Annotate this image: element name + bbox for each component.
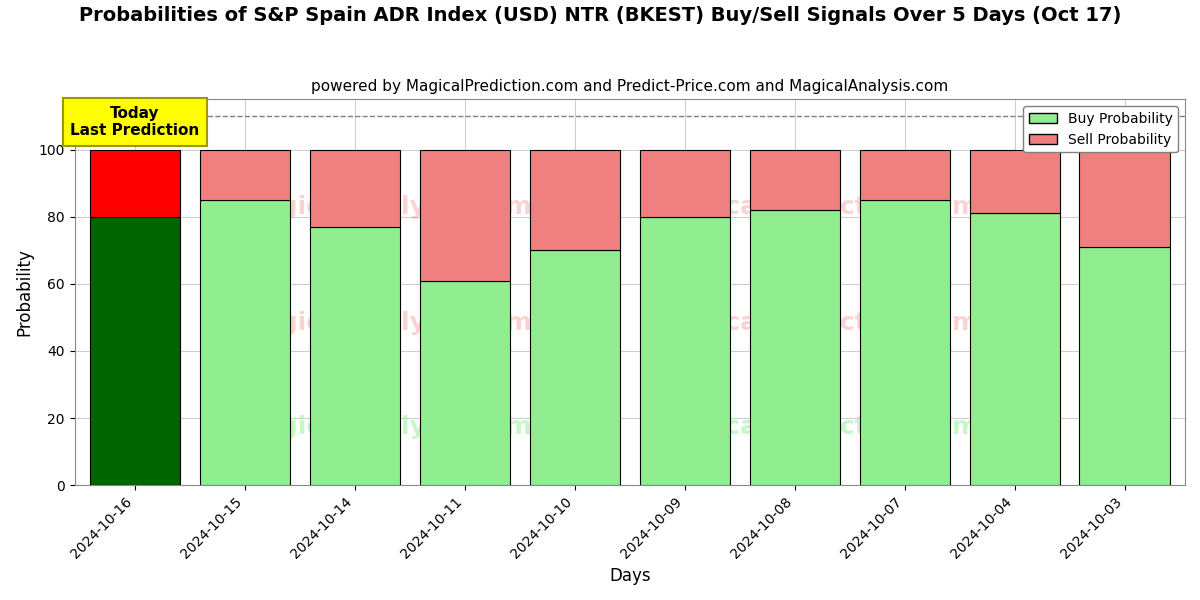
Bar bbox=[1080, 247, 1170, 485]
Bar bbox=[420, 281, 510, 485]
Bar bbox=[420, 149, 510, 281]
Bar bbox=[310, 227, 400, 485]
Text: MagicalPrediction.com: MagicalPrediction.com bbox=[658, 196, 979, 220]
Bar bbox=[200, 200, 290, 485]
Text: MagicalAnalysis.com: MagicalAnalysis.com bbox=[239, 196, 533, 220]
Text: MagicalAnalysis.com: MagicalAnalysis.com bbox=[239, 415, 533, 439]
Bar bbox=[529, 149, 620, 250]
Bar bbox=[970, 214, 1060, 485]
Bar bbox=[640, 217, 730, 485]
Text: MagicalAnalysis.com: MagicalAnalysis.com bbox=[239, 311, 533, 335]
Y-axis label: Probability: Probability bbox=[16, 248, 34, 336]
X-axis label: Days: Days bbox=[610, 567, 650, 585]
Title: powered by MagicalPrediction.com and Predict-Price.com and MagicalAnalysis.com: powered by MagicalPrediction.com and Pre… bbox=[311, 79, 948, 94]
Bar bbox=[310, 149, 400, 227]
Bar bbox=[640, 149, 730, 217]
Legend: Buy Probability, Sell Probability: Buy Probability, Sell Probability bbox=[1024, 106, 1178, 152]
Bar bbox=[90, 217, 180, 485]
Bar bbox=[750, 149, 840, 210]
Bar bbox=[970, 149, 1060, 214]
Text: MagicalPrediction.com: MagicalPrediction.com bbox=[658, 415, 979, 439]
Bar bbox=[1080, 149, 1170, 247]
Bar bbox=[200, 149, 290, 200]
Bar bbox=[90, 149, 180, 217]
Bar bbox=[750, 210, 840, 485]
Bar bbox=[859, 200, 949, 485]
Bar bbox=[529, 250, 620, 485]
Bar bbox=[859, 149, 949, 200]
Text: Today
Last Prediction: Today Last Prediction bbox=[71, 106, 199, 139]
Text: MagicalPrediction.com: MagicalPrediction.com bbox=[658, 311, 979, 335]
Text: Probabilities of S&P Spain ADR Index (USD) NTR (BKEST) Buy/Sell Signals Over 5 D: Probabilities of S&P Spain ADR Index (US… bbox=[79, 6, 1121, 25]
